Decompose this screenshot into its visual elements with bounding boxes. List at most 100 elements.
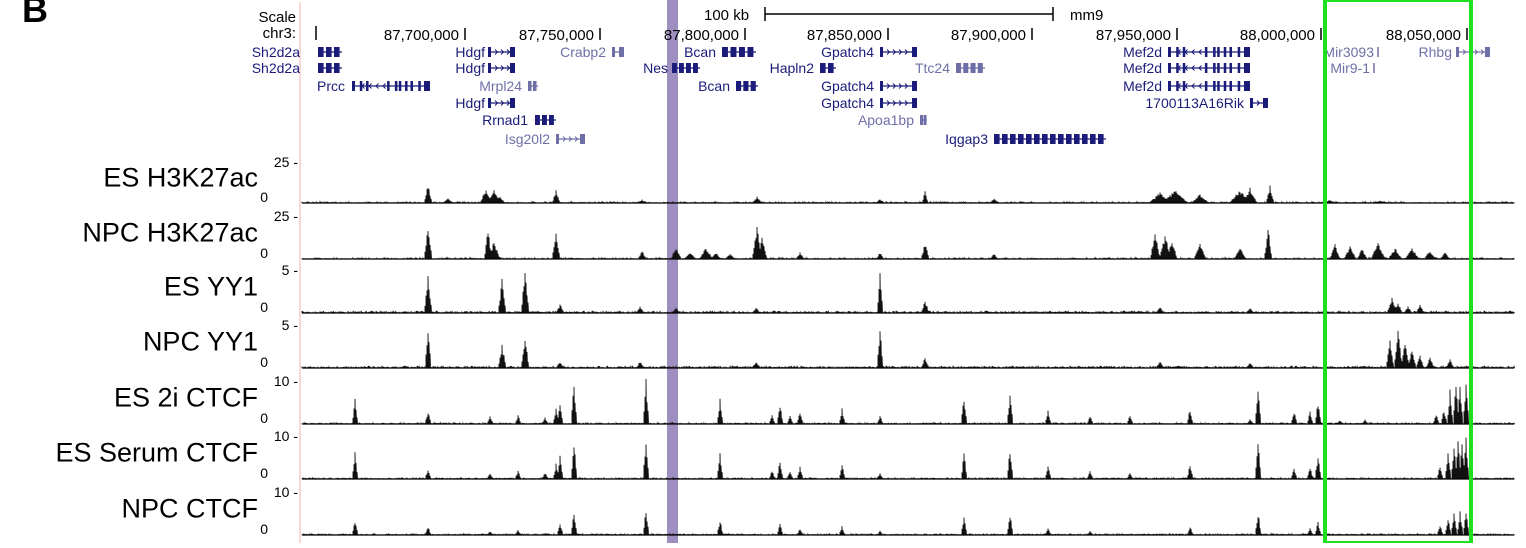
- gene-strand-arrow: [1480, 49, 1485, 55]
- gene-label: Hdgf: [455, 44, 485, 60]
- gene-exon: [556, 134, 559, 144]
- gene-strand-arrow: [1191, 49, 1195, 55]
- gene-exon: [488, 98, 491, 108]
- gene-exon: [1229, 63, 1232, 73]
- gene-strand-arrow: [1177, 49, 1181, 55]
- gene-exon: [410, 81, 413, 91]
- green-highlight-box: [1323, 0, 1473, 545]
- ruler-positions: 87,700,000 87,750,000 87,800,000 87,850,000…: [384, 27, 1468, 44]
- gene-exon: [1263, 98, 1268, 108]
- gene-exon: [1229, 81, 1232, 91]
- gene-label: Mir3093: [1323, 44, 1374, 60]
- ruler-position-label: 87,850,000: [807, 27, 882, 44]
- gene-label: Sh2d2a: [252, 60, 300, 76]
- gene-strand-arrow: [1184, 49, 1188, 55]
- gene-exon: [1082, 134, 1088, 144]
- gene-exon: [424, 81, 430, 91]
- track-signal: [301, 226, 1515, 260]
- gene-label: Mef2d: [1123, 60, 1162, 76]
- ruler-chrom-label: chr3:: [263, 25, 296, 42]
- ruler-position-label: 87,800,000: [664, 27, 739, 44]
- gene-exon: [994, 134, 1000, 144]
- signal-track: NPC YY1 5 - 0: [143, 317, 1515, 370]
- gene-exon: [1213, 63, 1216, 73]
- gene-exon: [1204, 47, 1208, 57]
- gene-exon: [956, 63, 962, 73]
- gene-exon: [920, 115, 923, 125]
- gene-label: Nes: [643, 60, 668, 76]
- gene-exon: [334, 47, 340, 57]
- gene-strand-arrow: [368, 83, 372, 89]
- gene-strand-arrow: [898, 49, 903, 55]
- gene-exon: [686, 63, 691, 73]
- gene-exon: [1223, 63, 1227, 73]
- gene-exon: [1074, 134, 1080, 144]
- track-max-label: 5 -: [282, 262, 299, 278]
- gene-exon: [1182, 63, 1186, 73]
- gene-exon: [1223, 47, 1227, 57]
- gene-exon: [488, 63, 491, 73]
- gene-label: Gpatch4: [821, 78, 874, 94]
- gene-exon: [619, 47, 624, 57]
- gene-label: Sh2d2a: [252, 44, 300, 60]
- gene-exon: [542, 115, 547, 125]
- gene-exon: [418, 81, 421, 91]
- gene-strand-arrow: [886, 100, 891, 106]
- gene-strand-arrow: [1184, 83, 1188, 89]
- gene-exon: [326, 47, 332, 57]
- gene-exon: [528, 81, 532, 91]
- gene-exon: [1034, 134, 1040, 144]
- gene-exon: [1237, 63, 1241, 73]
- gene-strand-arrow: [494, 65, 499, 71]
- signal-track: NPC CTCF 10 - 0: [122, 484, 1515, 537]
- gene-exon: [880, 98, 883, 108]
- gene-strand-arrow: [1177, 83, 1181, 89]
- gene-exon: [1050, 134, 1056, 144]
- purple-highlight-column: [667, 0, 678, 543]
- ruler-scale-label: Scale: [258, 9, 296, 26]
- gene-strand-arrow: [375, 83, 379, 89]
- gene-label: Mrpl24: [479, 78, 522, 94]
- track-max-label: 5 -: [282, 317, 299, 333]
- gene-strand-arrow: [892, 100, 897, 106]
- scalebar-label: 100 kb: [704, 7, 749, 24]
- gene-strand-arrow: [1191, 65, 1195, 71]
- gene-exon: [1058, 134, 1064, 144]
- gene-strand-arrow: [898, 100, 903, 106]
- gene-strand-arrow: [382, 83, 386, 89]
- gene-strand-arrow: [892, 49, 897, 55]
- gene-exon: [730, 47, 737, 57]
- gene-strand-arrow: [1474, 49, 1479, 55]
- track-zero-label: 0: [260, 521, 268, 537]
- gene-exon: [739, 47, 745, 57]
- ruler-position-label: 87,900,000: [951, 27, 1026, 44]
- gene-exon: [510, 63, 515, 73]
- gene-exon: [736, 81, 742, 91]
- gene-exon: [1456, 47, 1459, 57]
- gene-exon: [1204, 63, 1208, 73]
- gene-exon: [977, 63, 983, 73]
- gene-exon: [1018, 134, 1024, 144]
- track-max-label: 25 -: [274, 154, 298, 170]
- signal-track: ES H3K27ac 25 - 0: [103, 154, 1515, 205]
- track-zero-label: 0: [260, 465, 268, 481]
- gene-strand-arrow: [500, 49, 505, 55]
- track-max-label: 10 -: [274, 373, 298, 389]
- gene-strand-arrow: [500, 100, 505, 106]
- gene-exon: [912, 98, 917, 108]
- gene-strand-arrow: [886, 83, 891, 89]
- gene-exon: [672, 63, 677, 73]
- gene-exon: [1485, 47, 1490, 57]
- track-name: NPC CTCF: [122, 494, 259, 524]
- track-max-label: 25 -: [274, 208, 298, 224]
- gene-strand-arrow: [494, 100, 499, 106]
- gene-label: Apoa1bp: [858, 112, 914, 128]
- gene-exon: [318, 47, 324, 57]
- track-zero-label: 0: [260, 354, 268, 370]
- gene-exon: [1244, 47, 1250, 57]
- gene-exon: [1204, 81, 1208, 91]
- gene-exon: [1217, 63, 1220, 73]
